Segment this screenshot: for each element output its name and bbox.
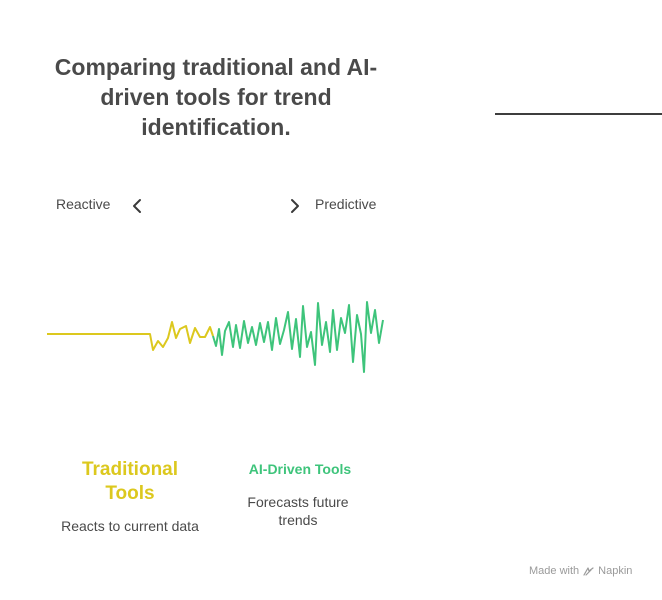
napkin-logo-icon — [583, 566, 594, 576]
scale-label-reactive: Reactive — [56, 196, 111, 212]
scale-label-predictive: Predictive — [315, 196, 377, 212]
diagram-title: Comparing traditional and AI-driven tool… — [54, 54, 378, 140]
ai-tools-description: Forecasts future trends — [247, 494, 349, 528]
divider-line — [495, 113, 662, 115]
traditional-waveform — [47, 321, 214, 351]
ai-waveform — [212, 301, 384, 373]
chevron-right-icon — [291, 199, 299, 213]
traditional-tools-description: Reacts to current data — [61, 518, 199, 534]
napkin-brand-label: Napkin — [598, 565, 633, 577]
trend-waveform — [47, 301, 384, 373]
made-with-napkin-badge[interactable]: Made with Napkin — [529, 565, 632, 577]
traditional-tools-title: Traditional Tools — [81, 459, 179, 504]
chevron-left-icon — [133, 199, 141, 213]
made-with-label: Made with — [529, 565, 580, 577]
ai-tools-title: AI-Driven Tools — [248, 461, 352, 477]
